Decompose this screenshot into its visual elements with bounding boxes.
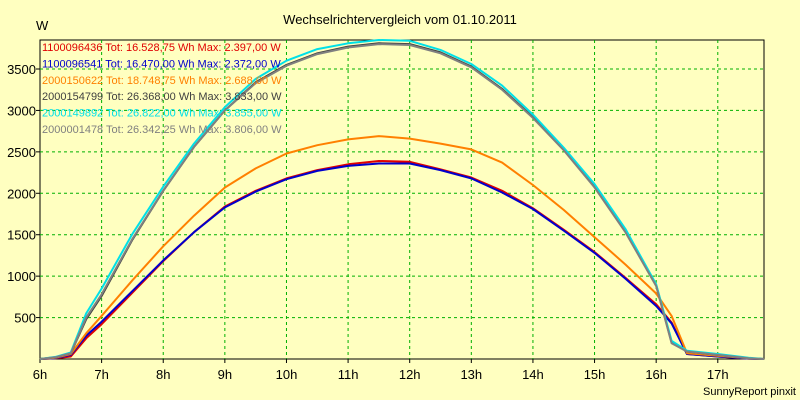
x-tick-label: 14h	[522, 367, 544, 382]
legend-entry-2000154799: 2000154799 Tot: 26.368,00 Wh Max: 3.833,…	[42, 91, 282, 103]
x-tick-label: 16h	[645, 367, 667, 382]
x-tick-label: 15h	[584, 367, 606, 382]
x-tick-label: 9h	[218, 367, 232, 382]
y-tick-label: 2500	[7, 145, 36, 160]
x-tick-label: 6h	[33, 367, 47, 382]
series-line-2000150622	[39, 135, 765, 360]
y-axis-unit-label: W	[36, 18, 49, 33]
x-tick-label: 13h	[460, 367, 482, 382]
plot-area	[39, 39, 765, 360]
legend-entry-1100096436: 1100096436 Tot: 16.528,75 Wh Max: 2.397,…	[42, 42, 281, 54]
y-tick-label: 1500	[7, 228, 36, 243]
x-tick-label: 8h	[156, 367, 170, 382]
legend-entry-2000150622: 2000150622 Tot: 18.748,75 Wh Max: 2.688,…	[42, 75, 282, 87]
x-tick-label: 10h	[276, 367, 298, 382]
legend-entry-2000001478: 2000001478 Tot: 26.342,25 Wh Max: 3.806,…	[42, 124, 282, 136]
y-tick-label: 2000	[7, 186, 36, 201]
footer-credit: SunnyReport pinxit	[703, 386, 796, 398]
x-tick-label: 17h	[707, 367, 729, 382]
legend: 1100096436 Tot: 16.528,75 Wh Max: 2.397,…	[42, 42, 282, 136]
x-tick-label: 11h	[338, 367, 359, 382]
x-tick-label: 7h	[94, 367, 108, 382]
y-tick-label: 500	[14, 311, 36, 326]
x-axis-ticks: 6h 7h 8h 9h 10h 11h 12h 13h 14h 15h 16h 17h	[33, 359, 729, 382]
series-line-2000001478	[39, 43, 765, 360]
legend-entry-2000149892: 2000149892 Tot: 26.822,00 Wh Max: 3.855,…	[42, 108, 282, 120]
y-tick-label: 3500	[7, 62, 36, 77]
x-tick-label: 12h	[399, 367, 421, 382]
y-tick-label: 1000	[7, 269, 36, 284]
legend-entry-1100096541: 1100096541 Tot: 16.470,00 Wh Max: 2.372,…	[42, 58, 281, 70]
chart-title: Wechselrichtervergleich vom 01.10.2011	[283, 12, 517, 27]
series-lines	[39, 39, 765, 360]
y-tick-label: 3000	[7, 103, 36, 118]
y-axis-ticks: 500 1000 1500 2000 2500 3000 3500	[7, 62, 40, 326]
